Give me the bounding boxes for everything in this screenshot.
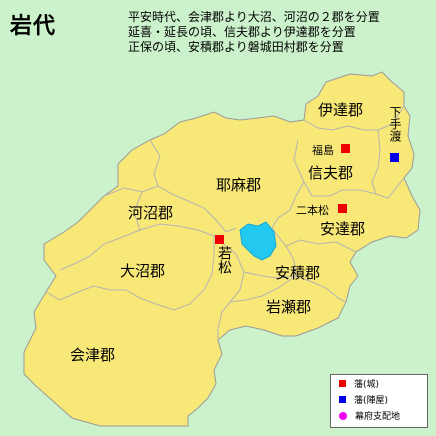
district-label-yama: 耶麻郡 [216,176,262,194]
jinya-marker-shimotedo [390,153,399,162]
note-line: 延喜・延長の頃、信夫郡より伊達郡を分置 [128,25,356,39]
note-line: 平安時代、会津郡より大沼、河沼の２郡を分置 [128,10,380,24]
castle-marker-wakamatsu [215,235,224,244]
legend-label: 幕府支配地 [355,412,401,422]
district-label-adachi: 安達郡 [320,220,366,238]
district-label-onuma: 大沼郡 [120,262,166,280]
place-label-wakamatsu: 若松 [216,246,232,274]
legend-item: 幕府支配地 [331,408,427,423]
place-label-nihonmatsu: 二本松 [296,204,329,217]
legend-item: 藩(城) [331,376,427,391]
district-label-aizu: 会津郡 [70,346,116,364]
legend-label: 藩(陣屋) [354,396,389,406]
district-label-kawanuma: 河沼郡 [128,204,174,222]
history-notes: 平安時代、会津郡より大沼、河沼の２郡を分置 延喜・延長の頃、信夫郡より伊達郡を分… [128,10,380,55]
district-label-shinobu: 信夫郡 [308,164,354,182]
place-label-fukushima: 福島 [312,144,334,157]
district-label-iwase: 岩瀬郡 [266,298,312,316]
castle-square-icon [339,380,346,387]
place-label-shimotedo: 下手渡 [388,106,402,142]
note-line: 正保の頃、安積郡より磐城田村郡を分置 [128,40,344,54]
lake-inawashiro [239,221,277,261]
province-title: 岩代 [10,14,57,39]
district-label-asaka: 安積郡 [275,264,321,282]
legend-label: 藩(城) [354,380,380,390]
map-legend: 藩(城) 藩(陣屋) 幕府支配地 [330,374,428,428]
legend-item: 藩(陣屋) [331,392,427,407]
castle-marker-fukushima [341,144,350,153]
castle-marker-nihonmatsu [338,204,347,213]
bakufu-circle-icon [339,411,347,420]
district-label-date: 伊達郡 [318,101,364,119]
province-land [23,71,421,427]
jinya-square-icon [339,396,346,403]
